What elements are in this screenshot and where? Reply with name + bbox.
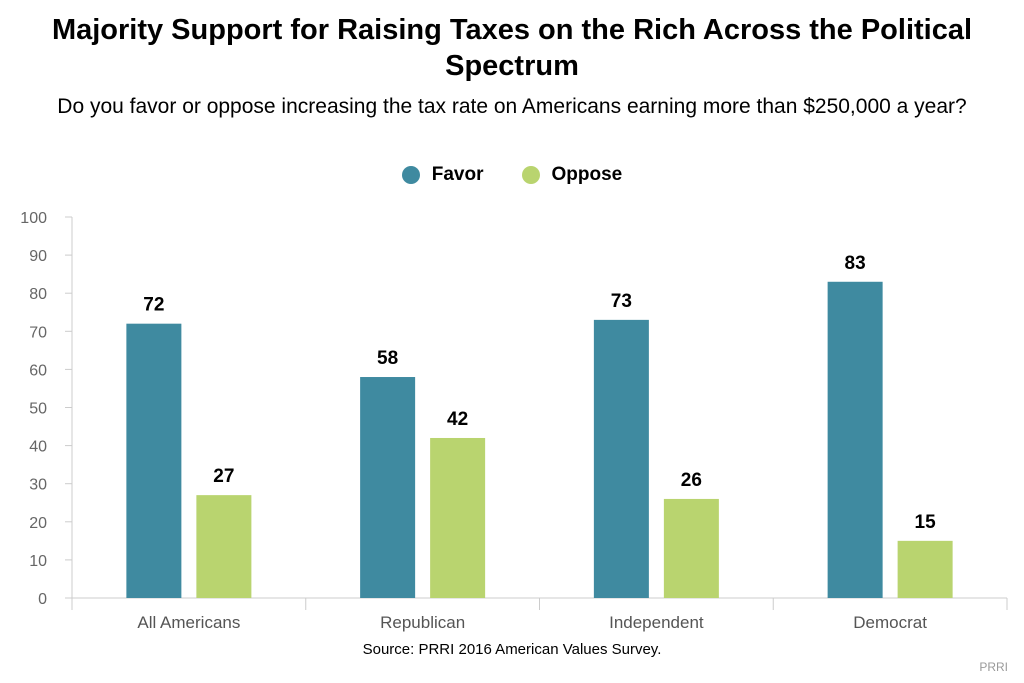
y-tick-label: 60	[29, 362, 47, 379]
legend-label-oppose: Oppose	[551, 164, 623, 185]
y-tick-label: 50	[29, 401, 47, 418]
source-note: Source: PRRI 2016 American Values Survey…	[362, 641, 662, 658]
data-label-oppose: 27	[213, 466, 234, 487]
chart-title: Majority Support for Raising Taxes on th…	[51, 14, 973, 82]
bar-oppose-independent	[663, 498, 719, 598]
x-category-label: Republican	[380, 613, 465, 632]
data-label-favor: 83	[845, 253, 866, 274]
bar-favor-republican	[360, 377, 416, 598]
legend-swatch-oppose	[521, 166, 540, 184]
legend-label-favor: Favor	[431, 164, 484, 185]
legend-swatch-favor	[401, 166, 420, 184]
bar-favor-all-americans	[126, 323, 182, 598]
y-tick-label: 0	[38, 591, 47, 608]
legend-item-oppose: Oppose	[521, 164, 623, 186]
data-label-oppose: 15	[915, 512, 937, 533]
y-tick-label: 90	[29, 248, 47, 265]
y-tick-label: 70	[29, 324, 47, 341]
data-label-favor: 73	[611, 291, 632, 312]
x-category-label: All Americans	[137, 613, 240, 632]
bar-oppose-republican	[430, 437, 486, 598]
bar-oppose-democrat	[897, 540, 953, 598]
chart-subtitle: Do you favor or oppose increasing the ta…	[57, 95, 967, 118]
legend-item-favor: Favor	[401, 164, 484, 186]
y-tick-label: 40	[29, 439, 47, 456]
x-category-label: Independent	[609, 613, 704, 632]
y-tick-label: 100	[20, 210, 47, 227]
y-tick-label: 80	[29, 286, 47, 303]
bar-favor-independent	[593, 319, 649, 598]
data-label-oppose: 42	[447, 409, 468, 430]
bar-favor-democrat	[827, 281, 883, 598]
legend: Favor Oppose	[0, 164, 1024, 186]
y-tick-label: 20	[29, 515, 47, 532]
data-label-oppose: 26	[681, 470, 702, 491]
data-label-favor: 72	[143, 295, 164, 316]
bar-oppose-all-americans	[196, 495, 252, 598]
y-tick-label: 10	[29, 553, 47, 570]
y-tick-label: 30	[29, 477, 47, 494]
data-label-favor: 58	[377, 348, 398, 369]
x-category-label: Democrat	[853, 613, 927, 632]
brand-mark: PRRI	[979, 660, 1008, 674]
